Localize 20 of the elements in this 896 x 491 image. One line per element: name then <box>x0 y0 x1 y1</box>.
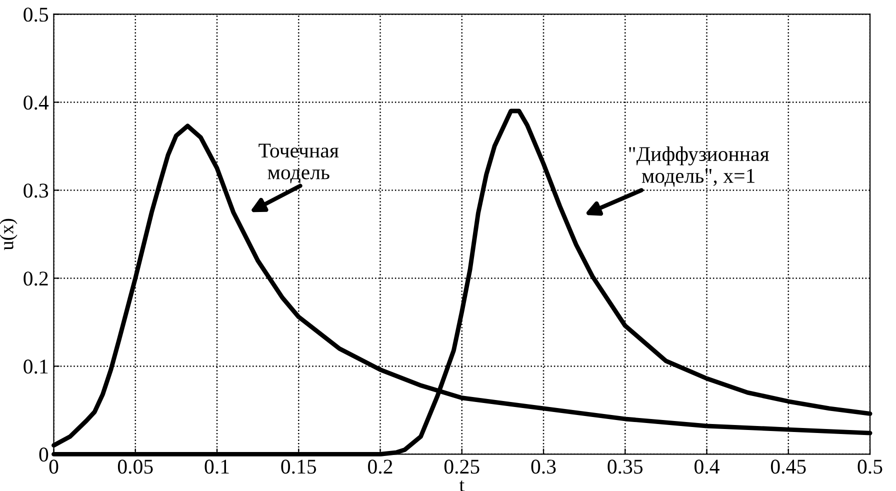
x-tick-label: 0.4 <box>694 460 720 474</box>
annotation: "Диффузионная модель", x=1 <box>629 146 769 187</box>
x-tick-label: 0.05 <box>118 460 153 474</box>
x-tick-label: 0.5 <box>858 460 882 474</box>
x-tick-label: 0.1 <box>204 460 229 474</box>
y-tick-label: 0.3 <box>24 184 48 198</box>
y-tick-label: 0.1 <box>24 360 48 374</box>
x-tick-label: 0.3 <box>531 460 556 474</box>
y-tick-label: 0.2 <box>24 272 48 286</box>
x-tick-label: 0.35 <box>608 460 643 474</box>
x-tick-label: 0.2 <box>368 460 392 474</box>
x-tick-label: 0.15 <box>281 460 316 474</box>
x-tick-label: 0 <box>49 460 58 474</box>
x-tick-label: 0.25 <box>444 460 480 474</box>
y-tick-label: 0.4 <box>24 96 49 110</box>
y-axis-title: u(x) <box>0 218 18 250</box>
annotation: Точечная модель <box>258 144 339 184</box>
y-tick-label: 0.5 <box>24 8 48 22</box>
y-tick-label: 0 <box>39 448 48 462</box>
x-tick-label: 0.45 <box>770 460 806 474</box>
